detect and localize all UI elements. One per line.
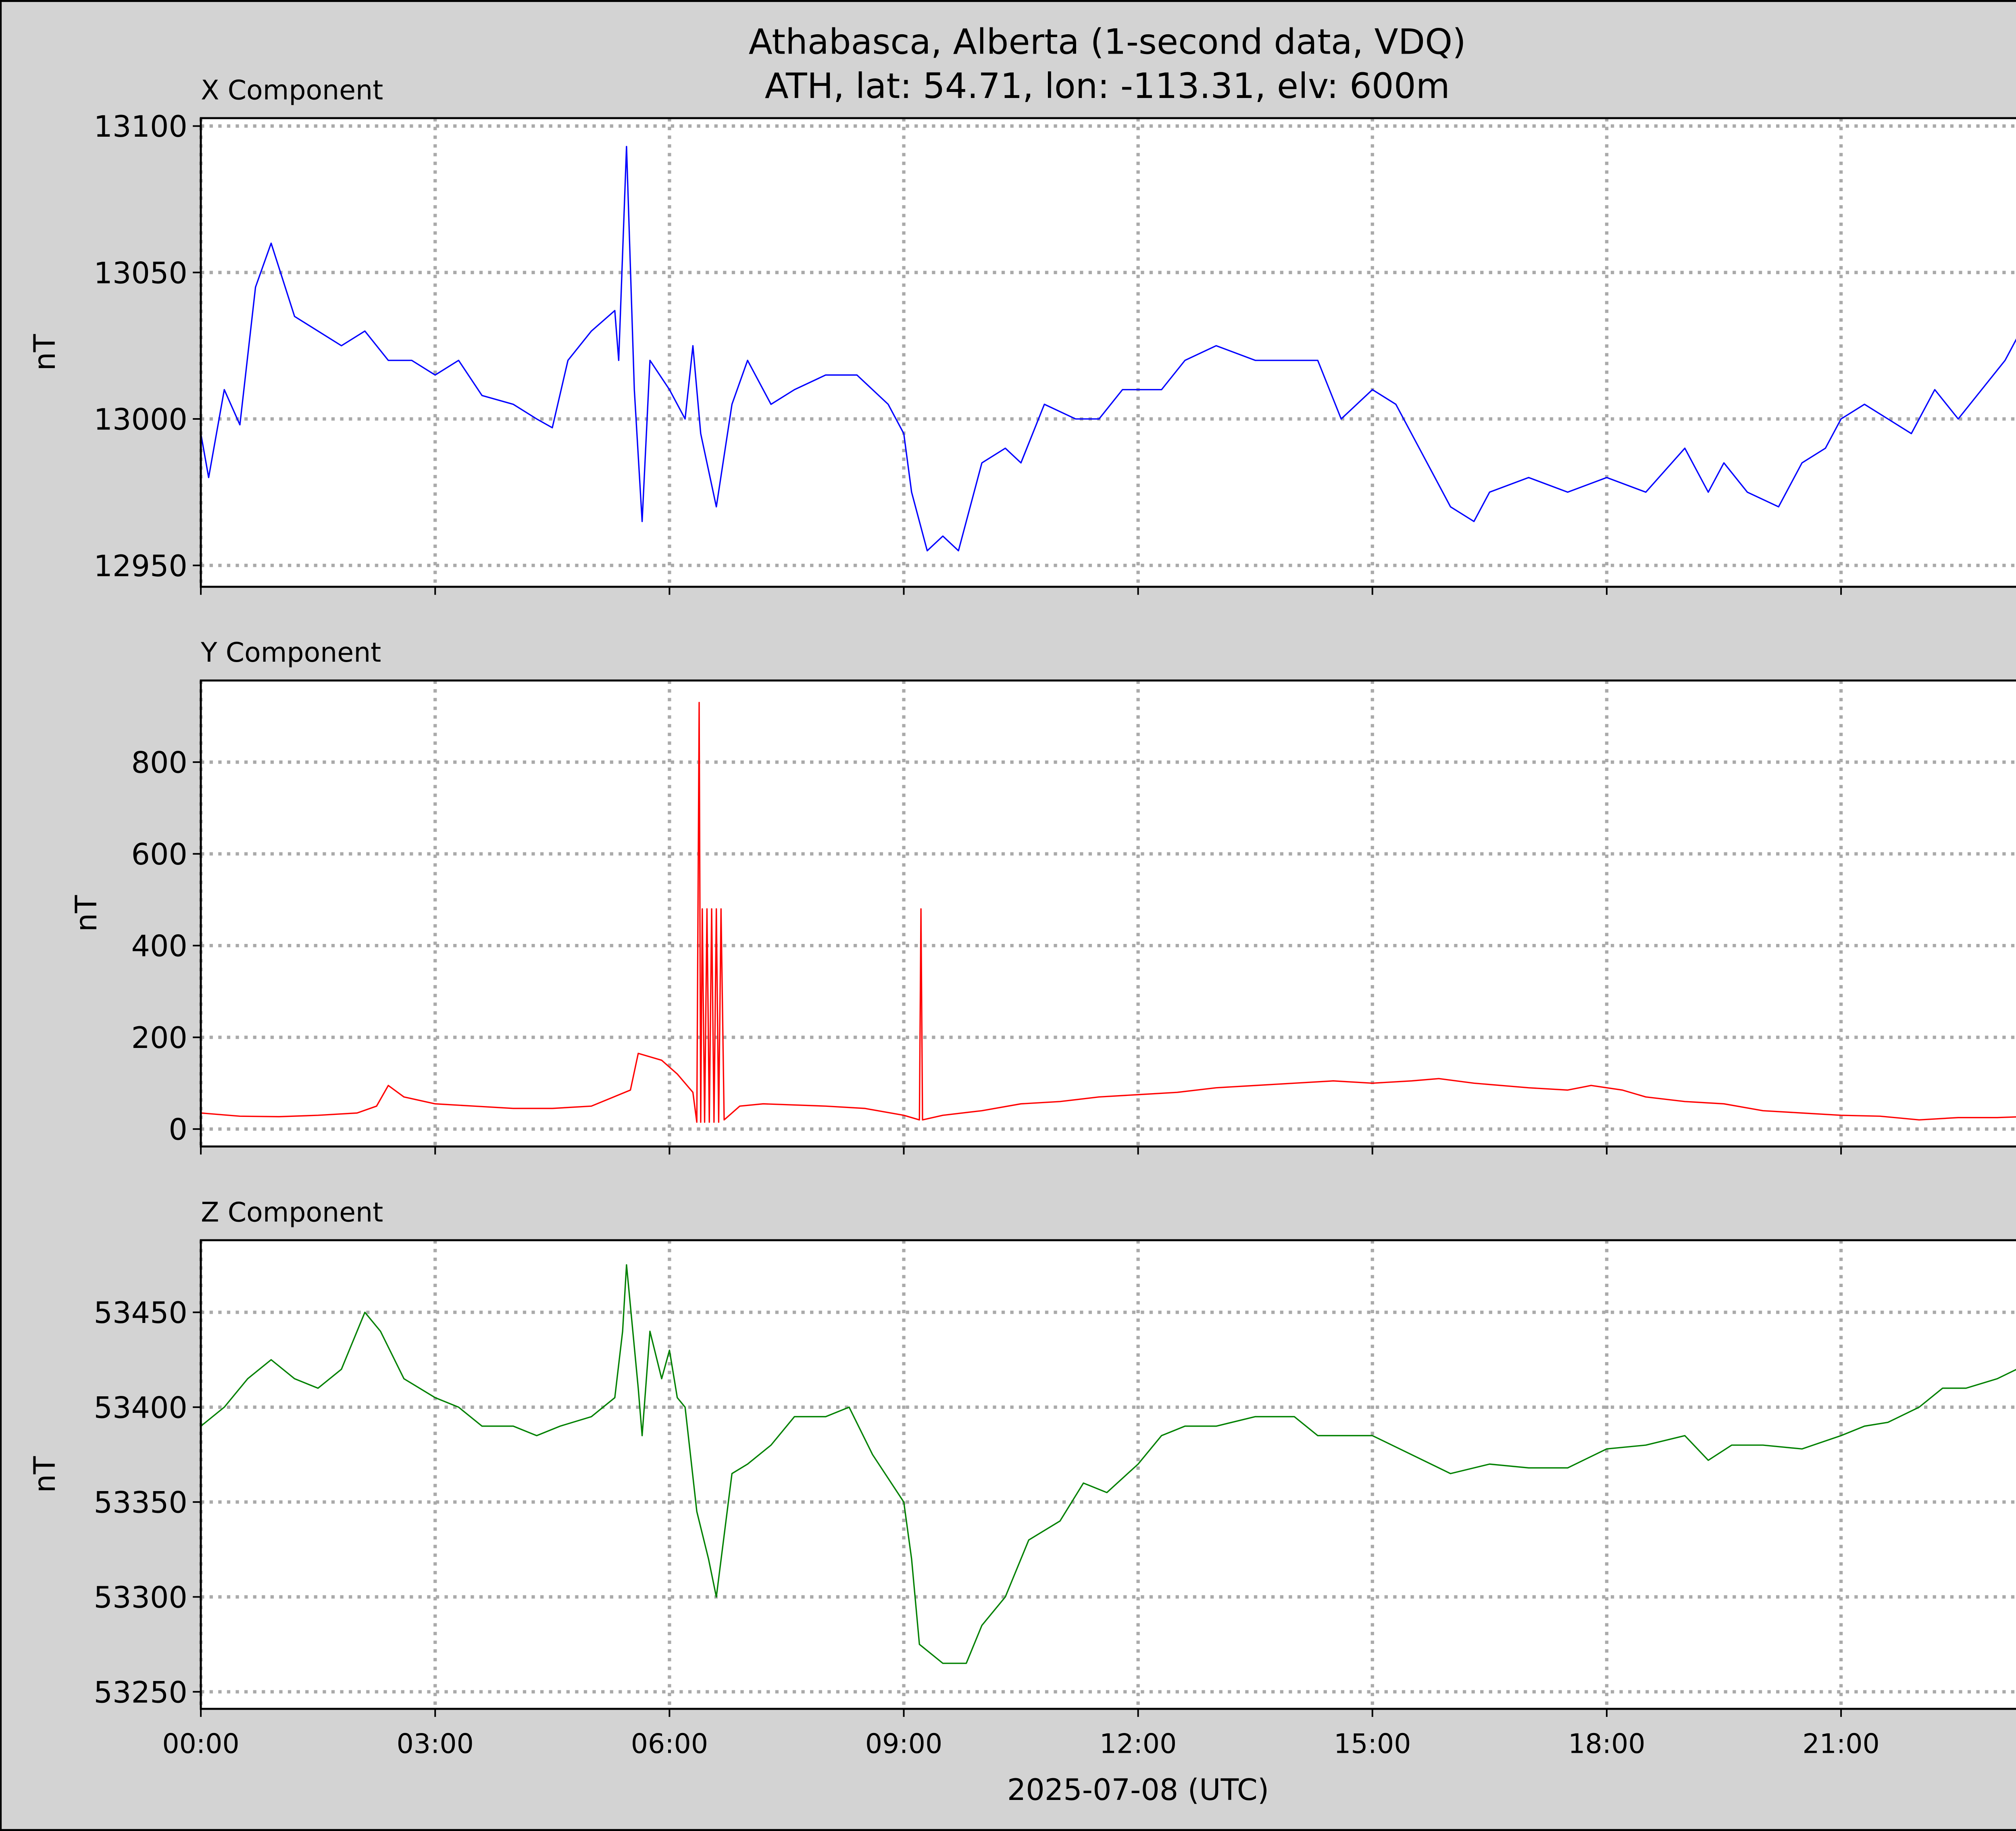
y-tick-label: 600 xyxy=(131,837,187,872)
x-tick-label: 06:00 xyxy=(631,1728,708,1760)
plot-area xyxy=(201,118,2016,587)
plot-area xyxy=(201,1240,2016,1709)
y-tick-label: 800 xyxy=(131,746,187,780)
x-tick-label: 15:00 xyxy=(1334,1728,1411,1760)
y-tick-label: 13050 xyxy=(94,256,187,290)
x-axis-label: 2025-07-08 (UTC) xyxy=(1007,1773,1269,1807)
y-tick-label: 13000 xyxy=(94,403,187,437)
x-tick-label: 03:00 xyxy=(397,1728,474,1760)
x-tick-label: 21:00 xyxy=(1802,1728,1879,1760)
figure-subtitle: ATH, lat: 54.71, lon: -113.31, elv: 600m xyxy=(765,66,1450,106)
x-tick-label: 18:00 xyxy=(1568,1728,1645,1760)
y-tick-label: 400 xyxy=(131,929,187,964)
figure-title: Athabasca, Alberta (1-second data, VDQ) xyxy=(749,22,1466,62)
y-tick-label: 53400 xyxy=(94,1391,187,1425)
y-tick-label: 53300 xyxy=(94,1581,187,1615)
panel-title: X Component xyxy=(201,74,383,106)
y-tick-label: 53350 xyxy=(94,1486,187,1520)
y-tick-label: 200 xyxy=(131,1021,187,1055)
x-tick-label: 12:00 xyxy=(1100,1728,1177,1760)
y-axis-label: nT xyxy=(28,1456,62,1493)
y-tick-label: 53450 xyxy=(94,1296,187,1330)
plot-frame xyxy=(200,1239,2016,1710)
plot-area xyxy=(201,680,2016,1147)
x-tick-label: 00:00 xyxy=(162,1728,239,1760)
plot-frame xyxy=(200,117,2016,588)
data-line xyxy=(200,702,2016,1123)
data-line xyxy=(200,1264,2016,1664)
x-tick-label: 09:00 xyxy=(865,1728,942,1760)
panel-title: Z Component xyxy=(201,1196,383,1228)
plot-frame xyxy=(200,679,2016,1148)
y-tick-label: 0 xyxy=(169,1113,187,1147)
y-tick-label: 53250 xyxy=(94,1675,187,1710)
panel-title: Y Component xyxy=(200,637,381,668)
data-line xyxy=(200,146,2016,552)
y-axis-label: nT xyxy=(28,334,62,371)
y-axis-label: nT xyxy=(69,895,104,932)
y-tick-label: 13100 xyxy=(94,110,187,144)
y-tick-label: 12950 xyxy=(94,549,187,583)
